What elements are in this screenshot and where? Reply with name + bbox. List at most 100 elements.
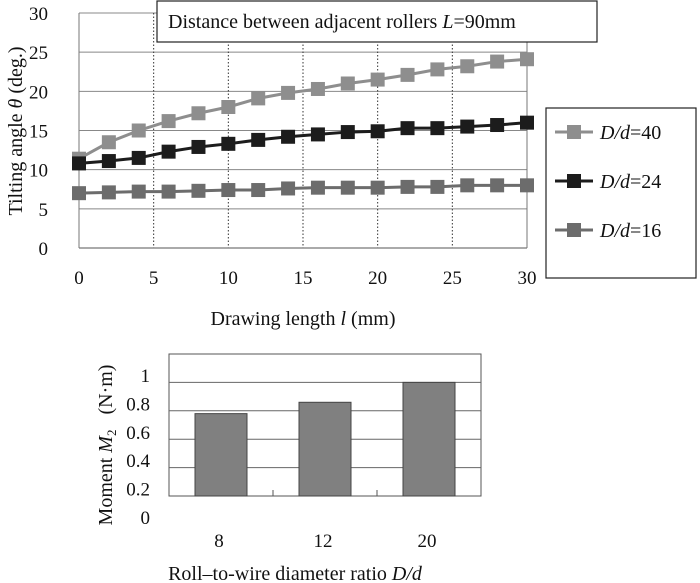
legend-marker [567, 125, 581, 139]
legend-label: D/d=24 [599, 171, 661, 193]
legend-marker [567, 174, 581, 188]
series-line [78, 57, 528, 161]
legend: D/d=40D/d=24D/d=16 [545, 107, 697, 279]
annotation-prefix: Distance between adjacent rollers [168, 11, 442, 33]
bar-y-tick-label: 1 [141, 366, 151, 387]
bar-y-tick-label: 0.8 [126, 394, 150, 415]
data-point [161, 114, 176, 129]
data-point [131, 150, 146, 165]
data-point [490, 178, 505, 193]
data-point [221, 100, 236, 114]
y-tick-label: 20 [29, 82, 48, 103]
data-point [251, 91, 266, 106]
data-point [340, 180, 355, 195]
data-point [340, 76, 355, 91]
data-point [221, 183, 236, 198]
legend-label-var: D/d [599, 220, 631, 242]
series-line [78, 121, 528, 165]
x-axis-label: Drawing length l (mm) [211, 308, 396, 330]
data-point [430, 121, 445, 136]
y-tick-label: 30 [29, 4, 48, 25]
x-tick-label: 0 [74, 268, 84, 289]
data-point [430, 62, 445, 77]
x-label-prefix: Drawing length [211, 308, 341, 330]
data-point [430, 179, 445, 194]
legend-label: D/d=40 [599, 122, 661, 144]
data-point [281, 85, 296, 100]
y-tick-label: 10 [29, 161, 48, 182]
bar-y-label-sub: 2 [104, 430, 119, 437]
data-point [191, 106, 206, 121]
data-point [340, 125, 355, 140]
data-point [400, 121, 415, 136]
line-chart: 0 5 10 15 20 25 30 0 5 10 15 20 25 30 Distance betwee… [5, 0, 697, 330]
legend-label-value: =40 [630, 122, 661, 144]
data-point [131, 184, 146, 199]
bar-x-tick-label: 8 [214, 531, 224, 552]
data-point [460, 178, 475, 193]
data-point [281, 181, 296, 196]
bar-y-tick-label: 0 [141, 508, 151, 529]
y-tick-label: 5 [39, 200, 49, 221]
annotation-suffix: =90mm [453, 11, 516, 33]
x-tick-label: 15 [294, 268, 313, 289]
x-label-var: l [340, 308, 346, 330]
data-point [370, 72, 385, 87]
svg-text:Distance between adjacent roll: Distance between adjacent rollers L=90mm [168, 11, 516, 33]
x-label-suffix: (mm) [346, 308, 395, 330]
data-point [310, 127, 325, 142]
y-tick-label: 0 [39, 239, 49, 260]
data-point [101, 135, 116, 150]
data-point [72, 186, 86, 201]
data-point [520, 52, 534, 67]
x-tick-label: 20 [368, 268, 387, 289]
bar-y-label-var: M [95, 435, 117, 454]
data-point [310, 180, 325, 195]
data-point [101, 185, 116, 200]
bar-x-axis-label: Roll–to-wire diameter ratio D/d [168, 563, 423, 583]
data-point [460, 59, 475, 74]
data-point [520, 115, 534, 130]
bar-y-label-prefix: Moment [95, 453, 117, 526]
data-point [191, 139, 206, 154]
x-tick-label: 5 [149, 268, 159, 289]
data-point [161, 144, 176, 159]
y-label-suffix: (deg.) [5, 46, 27, 98]
data-point [161, 184, 176, 199]
annotation-var: L [441, 11, 453, 33]
bar [402, 381, 456, 497]
bar-y-axis-label: Moment M2 (N·m) [95, 365, 119, 526]
annotation-box: Distance between adjacent rollers L=90mm [156, 0, 598, 43]
bar [298, 401, 352, 497]
bar-y-tick-label: 0.6 [126, 423, 150, 444]
x-tick-label: 10 [219, 268, 238, 289]
bar-x-tick-label: 12 [314, 531, 333, 552]
data-point [370, 124, 385, 139]
y-tick-label: 25 [29, 43, 48, 64]
legend-label-var: D/d [599, 122, 631, 144]
data-point [490, 118, 505, 133]
data-point [400, 67, 415, 82]
bar-y-tick-label: 0.2 [126, 480, 150, 501]
data-point [72, 156, 86, 171]
x-tick-label: 30 [518, 268, 537, 289]
data-point [191, 183, 206, 198]
x-tick-label: 25 [443, 268, 462, 289]
y-tick-label: 15 [29, 122, 48, 143]
legend-marker [567, 223, 581, 237]
data-point [131, 123, 146, 138]
bar [194, 413, 248, 497]
data-point [370, 180, 385, 195]
data-point [460, 119, 475, 134]
y-label-var: θ [5, 98, 27, 108]
data-point [310, 81, 325, 96]
series-line [78, 183, 527, 195]
bar-chart: 0 0.2 0.4 0.6 0.8 1 8 12 20 Roll–to-wire diamete… [95, 353, 482, 583]
data-point [281, 129, 296, 144]
y-label-prefix: Tilting angle [5, 108, 27, 215]
legend-label-var: D/d [599, 171, 631, 193]
bar-y-label-suffix: (N·m) [95, 365, 117, 430]
data-point [101, 154, 116, 169]
data-point [221, 136, 236, 151]
